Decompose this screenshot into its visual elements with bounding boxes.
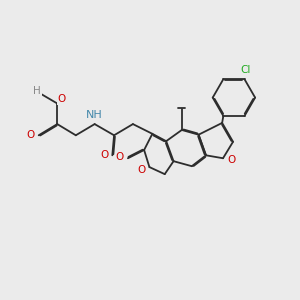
Text: O: O — [58, 94, 66, 104]
Text: Cl: Cl — [241, 65, 251, 75]
Text: O: O — [137, 165, 145, 175]
Text: H: H — [33, 86, 41, 96]
Text: O: O — [26, 130, 34, 140]
Text: O: O — [116, 152, 124, 162]
Text: O: O — [100, 150, 108, 160]
Text: O: O — [228, 155, 236, 165]
Text: NH: NH — [86, 110, 103, 120]
